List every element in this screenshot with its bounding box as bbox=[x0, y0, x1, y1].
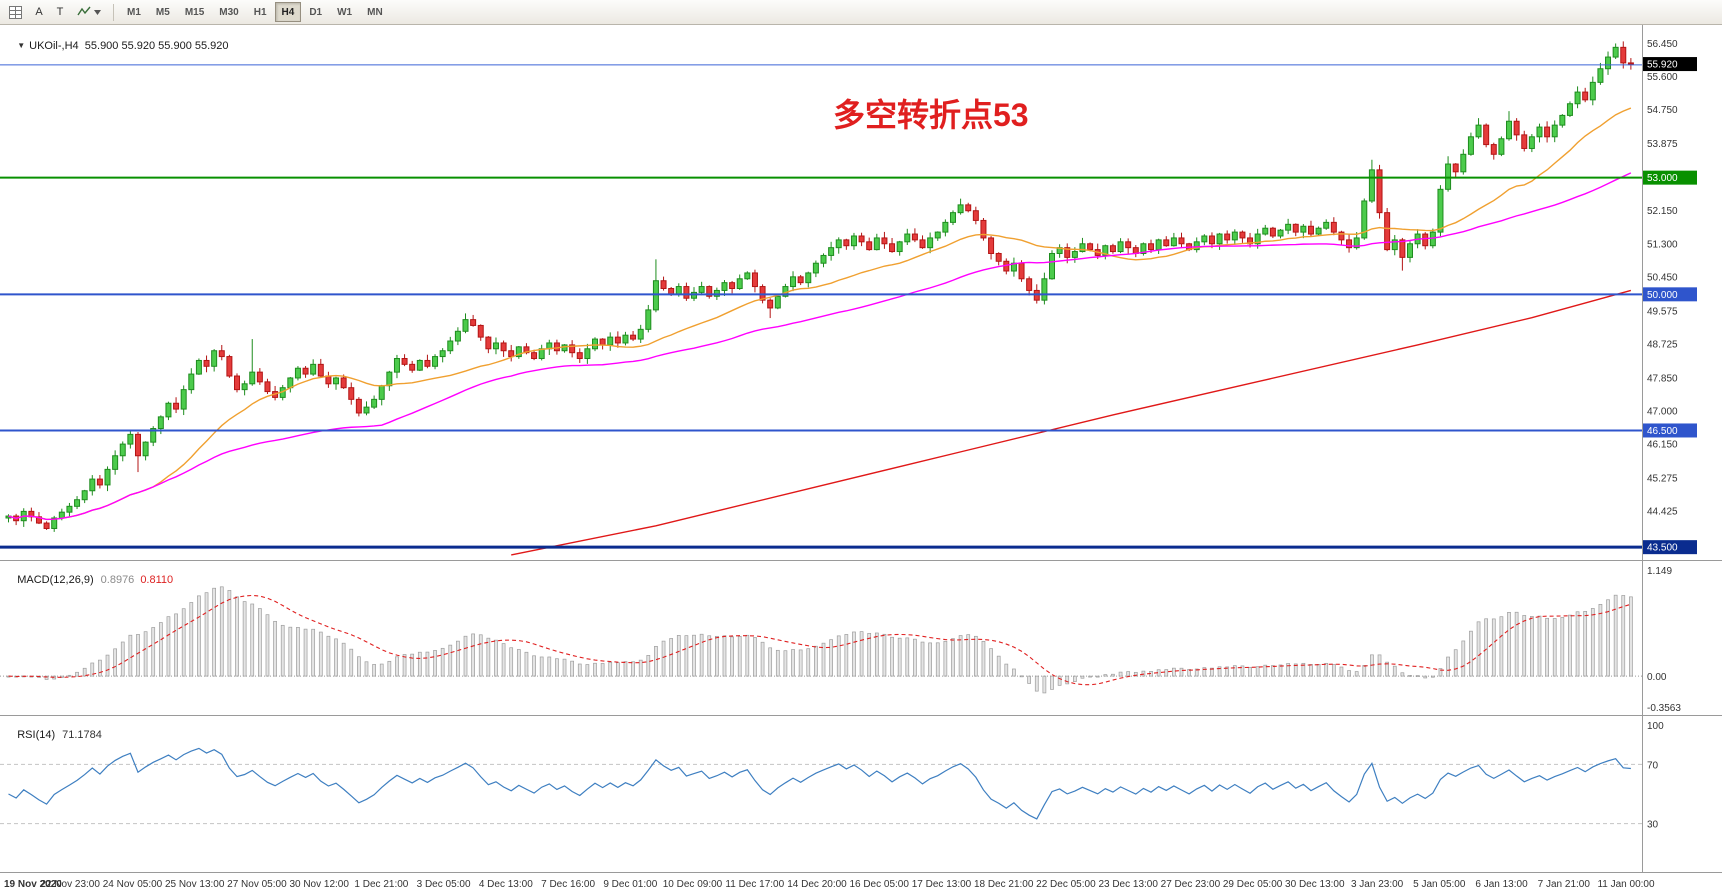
symbol-dropdown-icon[interactable]: ▼ bbox=[17, 41, 26, 50]
svg-text:5 Jan 05:00: 5 Jan 05:00 bbox=[1413, 879, 1466, 890]
charts-grid-button[interactable] bbox=[3, 2, 28, 22]
svg-text:50.000: 50.000 bbox=[1647, 290, 1678, 301]
svg-text:43.500: 43.500 bbox=[1647, 543, 1678, 554]
timeframe-button-h4[interactable]: H4 bbox=[274, 2, 302, 22]
grid-icon bbox=[9, 5, 22, 19]
svg-text:7 Dec 16:00: 7 Dec 16:00 bbox=[541, 879, 595, 890]
svg-text:25 Nov 13:00: 25 Nov 13:00 bbox=[165, 879, 225, 890]
svg-text:53.000: 53.000 bbox=[1647, 173, 1678, 184]
svg-text:50.450: 50.450 bbox=[1647, 272, 1678, 283]
svg-text:0.00: 0.00 bbox=[1647, 672, 1667, 683]
svg-text:27 Nov 05:00: 27 Nov 05:00 bbox=[227, 879, 287, 890]
svg-text:23 Dec 13:00: 23 Dec 13:00 bbox=[1098, 879, 1158, 890]
svg-text:30 Nov 12:00: 30 Nov 12:00 bbox=[289, 879, 349, 890]
timeframe-group: M1 M5 M15 M30 H1 H4 D1 W1 MN bbox=[120, 2, 390, 22]
text-label-button[interactable]: A bbox=[29, 2, 49, 22]
panel-separators[interactable] bbox=[0, 560, 1722, 873]
rsi-indicator-label: RSI(14) 71.1784 bbox=[5, 717, 102, 753]
svg-text:100: 100 bbox=[1647, 721, 1664, 732]
toolbar-separator bbox=[113, 3, 114, 21]
timeframe-button-h1[interactable]: H1 bbox=[247, 2, 274, 22]
chevron-down-icon bbox=[94, 9, 101, 15]
svg-text:46.500: 46.500 bbox=[1647, 426, 1678, 437]
timeframe-button-m5[interactable]: M5 bbox=[149, 2, 177, 22]
svg-text:1 Dec 21:00: 1 Dec 21:00 bbox=[354, 879, 408, 890]
svg-text:6 Jan 13:00: 6 Jan 13:00 bbox=[1475, 879, 1528, 890]
macd-histogram bbox=[0, 586, 1642, 694]
text-box-button[interactable]: T bbox=[50, 2, 70, 22]
svg-text:55.600: 55.600 bbox=[1647, 72, 1678, 83]
svg-text:14 Dec 20:00: 14 Dec 20:00 bbox=[787, 879, 847, 890]
svg-text:30: 30 bbox=[1647, 820, 1659, 831]
timeframe-button-mn[interactable]: MN bbox=[360, 2, 390, 22]
svg-text:10 Dec 09:00: 10 Dec 09:00 bbox=[663, 879, 723, 890]
svg-text:54.750: 54.750 bbox=[1647, 105, 1678, 116]
svg-text:46.150: 46.150 bbox=[1647, 440, 1678, 451]
svg-text:24 Nov 05:00: 24 Nov 05:00 bbox=[103, 879, 163, 890]
svg-text:11 Dec 17:00: 11 Dec 17:00 bbox=[725, 879, 784, 890]
svg-text:52.150: 52.150 bbox=[1647, 206, 1678, 217]
svg-text:3 Dec 05:00: 3 Dec 05:00 bbox=[417, 879, 471, 890]
macd-main-value: 0.8976 bbox=[100, 574, 135, 586]
top-toolbar: A T M1 M5 M15 M30 H1 H4 D1 W1 MN bbox=[0, 0, 1722, 25]
svg-text:44.425: 44.425 bbox=[1647, 507, 1678, 518]
svg-text:3 Jan 23:00: 3 Jan 23:00 bbox=[1351, 879, 1404, 890]
symbol-ohlc-text: UKOil-,H4 55.900 55.920 55.900 55.920 bbox=[29, 40, 229, 52]
svg-text:22 Dec 05:00: 22 Dec 05:00 bbox=[1036, 879, 1096, 890]
timeframe-button-m30[interactable]: M30 bbox=[212, 2, 245, 22]
timeframe-button-w1[interactable]: W1 bbox=[330, 2, 359, 22]
svg-text:49.575: 49.575 bbox=[1647, 306, 1678, 317]
ma-lines bbox=[8, 107, 1632, 556]
svg-text:11 Jan 00:00: 11 Jan 00:00 bbox=[1597, 879, 1655, 890]
svg-text:19 Nov 2020: 19 Nov 2020 bbox=[4, 879, 62, 890]
svg-text:53.875: 53.875 bbox=[1647, 139, 1678, 150]
svg-text:1.149: 1.149 bbox=[1647, 566, 1672, 577]
svg-text:51.300: 51.300 bbox=[1647, 239, 1678, 250]
svg-text:70: 70 bbox=[1647, 760, 1659, 771]
macd-signal-value: 0.8110 bbox=[140, 574, 174, 586]
svg-text:4 Dec 13:00: 4 Dec 13:00 bbox=[479, 879, 533, 890]
timeframe-button-m1[interactable]: M1 bbox=[120, 2, 148, 22]
timeframe-button-d1[interactable]: D1 bbox=[302, 2, 329, 22]
timeframe-button-m15[interactable]: M15 bbox=[178, 2, 211, 22]
svg-text:7 Jan 21:00: 7 Jan 21:00 bbox=[1538, 879, 1591, 890]
svg-text:9 Dec 01:00: 9 Dec 01:00 bbox=[603, 879, 657, 890]
symbol-ohlc-label: ▼ UKOil-,H4 55.900 55.920 55.900 55.920 bbox=[5, 28, 229, 64]
svg-text:48.725: 48.725 bbox=[1647, 339, 1678, 350]
shapes-dropdown-button[interactable] bbox=[71, 2, 107, 22]
svg-text:18 Dec 21:00: 18 Dec 21:00 bbox=[974, 879, 1034, 890]
svg-text:55.920: 55.920 bbox=[1647, 60, 1678, 71]
rsi-line bbox=[0, 747, 1642, 825]
svg-text:22 Nov 23:00: 22 Nov 23:00 bbox=[40, 879, 100, 890]
rsi-name: RSI(14) bbox=[17, 729, 56, 741]
svg-text:47.000: 47.000 bbox=[1647, 407, 1678, 418]
macd-indicator-label: MACD(12,26,9) 0.8976 0.8110 bbox=[5, 562, 173, 598]
svg-text:17 Dec 13:00: 17 Dec 13:00 bbox=[912, 879, 972, 890]
horizontal-lines[interactable] bbox=[0, 64, 1642, 549]
svg-text:30 Dec 13:00: 30 Dec 13:00 bbox=[1285, 879, 1345, 890]
macd-name: MACD(12,26,9) bbox=[17, 574, 94, 586]
svg-text:16 Dec 05:00: 16 Dec 05:00 bbox=[849, 879, 909, 890]
rsi-value: 71.1784 bbox=[62, 729, 102, 741]
polyline-icon bbox=[77, 6, 91, 16]
svg-text:45.275: 45.275 bbox=[1647, 474, 1678, 485]
price-axis[interactable]: 56.450 55.600 54.750 53.875 52.150 51.300 50.4… bbox=[1643, 39, 1697, 555]
svg-text:29 Dec 05:00: 29 Dec 05:00 bbox=[1223, 879, 1283, 890]
svg-text:47.850: 47.850 bbox=[1647, 373, 1678, 384]
svg-text:27 Dec 23:00: 27 Dec 23:00 bbox=[1161, 879, 1221, 890]
svg-text:-0.3563: -0.3563 bbox=[1647, 703, 1681, 714]
svg-text:56.450: 56.450 bbox=[1647, 39, 1678, 50]
chart-annotation-text[interactable]: 多空转折点53 bbox=[833, 97, 1029, 133]
